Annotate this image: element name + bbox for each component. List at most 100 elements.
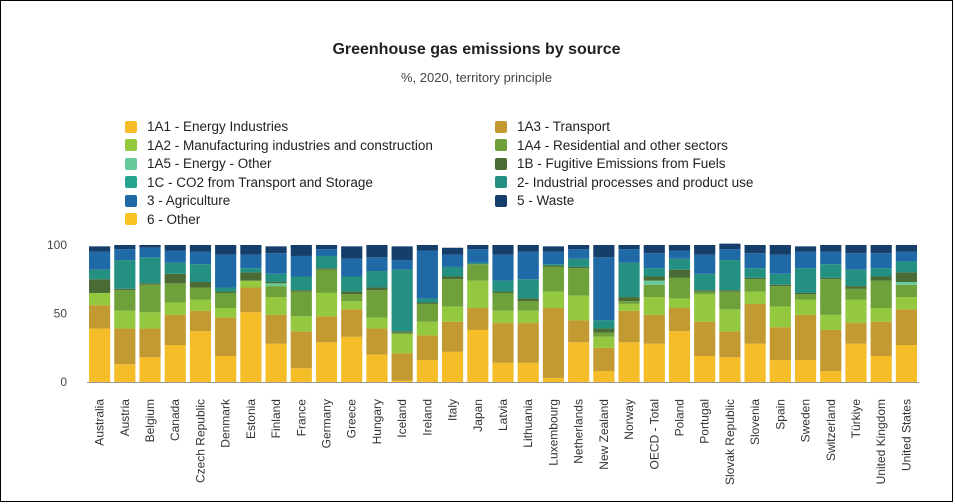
bar-segment[interactable]: [769, 360, 791, 382]
bar-segment[interactable]: [719, 331, 741, 358]
bar-segment[interactable]: [240, 312, 262, 382]
bar-segment[interactable]: [391, 331, 413, 333]
bar-segment[interactable]: [265, 253, 287, 274]
bar-segment[interactable]: [366, 245, 388, 258]
bar-segment[interactable]: [215, 254, 237, 288]
bar-segment[interactable]: [744, 279, 766, 292]
bar-segment[interactable]: [441, 247, 464, 255]
bar-segment[interactable]: [542, 251, 565, 265]
bar-segment[interactable]: [215, 292, 237, 309]
bar-segment[interactable]: [366, 287, 388, 291]
bar-segment[interactable]: [618, 342, 640, 382]
bar-segment[interactable]: [719, 243, 741, 250]
bar-segment[interactable]: [668, 277, 691, 299]
bar-segment[interactable]: [416, 360, 438, 382]
bar-segment[interactable]: [870, 355, 892, 382]
bar-segment[interactable]: [694, 254, 716, 274]
bar-segment[interactable]: [769, 284, 791, 287]
bar-segment[interactable]: [341, 258, 363, 277]
bar-segment[interactable]: [215, 287, 237, 292]
bar-segment[interactable]: [315, 255, 338, 269]
bar-segment[interactable]: [441, 266, 464, 277]
bar-segment[interactable]: [215, 317, 237, 356]
bar-segment[interactable]: [845, 299, 867, 324]
bar-segment[interactable]: [240, 245, 262, 255]
bar-segment[interactable]: [643, 284, 665, 298]
bar-segment[interactable]: [416, 335, 438, 361]
bar-segment[interactable]: [870, 308, 892, 322]
bar-segment[interactable]: [744, 245, 766, 254]
bar-segment[interactable]: [265, 273, 287, 282]
bar-segment[interactable]: [391, 260, 413, 270]
bar-segment[interactable]: [542, 308, 565, 378]
bar-segment[interactable]: [189, 281, 212, 288]
bar-segment[interactable]: [517, 298, 539, 302]
bar-segment[interactable]: [114, 310, 136, 329]
bar-segment[interactable]: [618, 249, 640, 263]
bar-segment[interactable]: [366, 257, 388, 272]
bar-segment[interactable]: [744, 291, 766, 304]
bar-segment[interactable]: [668, 269, 691, 278]
bar-segment[interactable]: [895, 245, 917, 252]
bar-segment[interactable]: [542, 264, 565, 266]
bar-segment[interactable]: [139, 257, 161, 284]
bar-segment[interactable]: [643, 280, 665, 285]
bar-segment[interactable]: [668, 258, 691, 270]
bar-segment[interactable]: [895, 284, 917, 298]
bar-segment[interactable]: [643, 343, 665, 382]
bar-segment[interactable]: [315, 245, 338, 250]
bar-segment[interactable]: [895, 309, 917, 346]
bar-segment[interactable]: [467, 264, 489, 281]
bar-segment[interactable]: [643, 245, 665, 254]
bar-segment[interactable]: [416, 303, 438, 322]
bar-segment[interactable]: [820, 277, 842, 280]
bar-segment[interactable]: [794, 251, 817, 269]
bar-segment[interactable]: [794, 292, 817, 295]
bar-segment[interactable]: [694, 291, 716, 295]
bar-segment[interactable]: [441, 254, 464, 267]
bar-segment[interactable]: [189, 287, 212, 300]
bar-segment[interactable]: [568, 258, 590, 267]
bar-segment[interactable]: [694, 290, 716, 292]
bar-segment[interactable]: [618, 310, 640, 343]
bar-segment[interactable]: [845, 286, 867, 289]
bar-segment[interactable]: [769, 245, 791, 255]
bar-segment[interactable]: [668, 245, 691, 251]
legend-item[interactable]: 1A4 - Residential and other sectors: [495, 138, 728, 153]
bar-segment[interactable]: [820, 329, 842, 372]
bar-segment[interactable]: [820, 245, 842, 252]
bar-segment[interactable]: [215, 355, 237, 382]
bar-segment[interactable]: [618, 262, 640, 298]
bar-segment[interactable]: [164, 262, 186, 274]
bar-segment[interactable]: [769, 306, 791, 328]
bar-segment[interactable]: [391, 246, 413, 261]
bar-segment[interactable]: [265, 314, 287, 344]
bar-segment[interactable]: [315, 292, 338, 317]
bar-segment[interactable]: [164, 302, 186, 315]
bar-segment[interactable]: [668, 308, 691, 332]
bar-segment[interactable]: [114, 245, 136, 250]
bar-segment[interactable]: [290, 291, 312, 317]
bar-segment[interactable]: [114, 290, 136, 311]
bar-segment[interactable]: [391, 332, 413, 335]
bar-segment[interactable]: [593, 332, 615, 337]
bar-segment[interactable]: [114, 260, 136, 289]
bar-segment[interactable]: [820, 314, 842, 330]
bar-segment[interactable]: [467, 280, 489, 309]
bar-segment[interactable]: [189, 331, 212, 382]
bar-segment[interactable]: [542, 291, 565, 309]
bar-segment[interactable]: [542, 265, 565, 267]
bar-segment[interactable]: [315, 249, 338, 256]
bar-segment[interactable]: [189, 245, 212, 252]
bar-segment[interactable]: [794, 314, 817, 361]
bar-segment[interactable]: [189, 264, 212, 282]
bar-segment[interactable]: [416, 302, 438, 304]
bar-segment[interactable]: [89, 269, 111, 280]
bar-segment[interactable]: [895, 251, 917, 262]
bar-segment[interactable]: [870, 268, 892, 277]
bar-segment[interactable]: [744, 277, 766, 280]
bar-segment[interactable]: [794, 268, 817, 293]
bar-segment[interactable]: [517, 245, 539, 252]
bar-segment[interactable]: [441, 306, 464, 322]
bar-segment[interactable]: [467, 329, 489, 382]
